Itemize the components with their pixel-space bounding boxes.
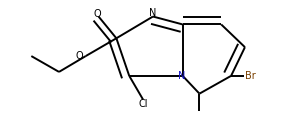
Text: N: N [149,8,157,18]
Text: Br: Br [245,71,256,81]
Text: O: O [93,9,101,19]
Text: N: N [178,71,185,81]
Text: O: O [75,51,83,61]
Text: Cl: Cl [138,99,148,109]
